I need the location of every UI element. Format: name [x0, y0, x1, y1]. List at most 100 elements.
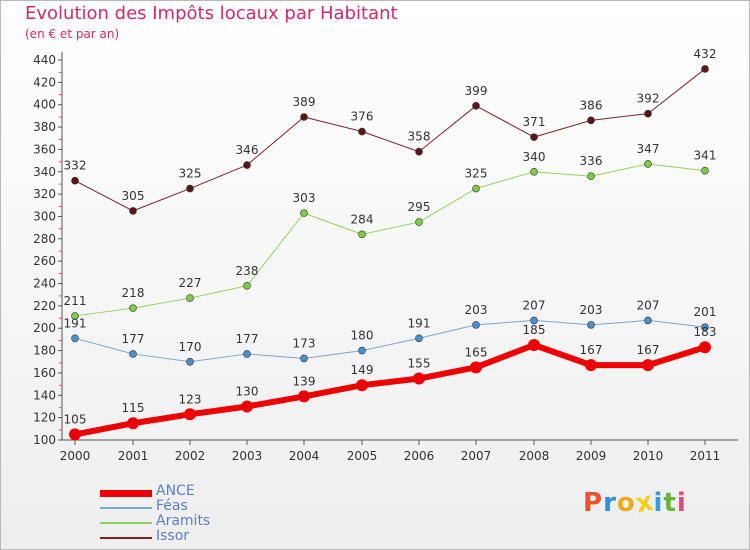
- data-label: 165: [465, 345, 488, 359]
- data-point: [71, 334, 79, 343]
- data-point: [300, 113, 308, 121]
- y-tick-label: 380: [33, 120, 56, 134]
- data-point: [186, 357, 194, 366]
- data-point: [127, 417, 139, 430]
- data-point: [587, 172, 595, 181]
- logo-letter: o: [616, 488, 636, 518]
- data-label: 139: [293, 374, 316, 388]
- chart-title: Evolution des Impôts locaux par Habitant: [25, 3, 398, 24]
- chart-subtitle: (en € et par an): [25, 27, 120, 41]
- data-point: [587, 116, 595, 125]
- x-tick-label: 2011: [690, 449, 721, 463]
- data-label: 227: [179, 276, 202, 290]
- data-point: [644, 109, 652, 118]
- data-label: 358: [408, 130, 431, 144]
- data-point: [300, 354, 308, 363]
- legend-label: ANCE: [156, 483, 195, 499]
- x-tick-label: 2004: [289, 449, 320, 463]
- data-point: [243, 161, 251, 169]
- data-label: 305: [122, 189, 145, 203]
- y-tick-label: 120: [33, 411, 56, 425]
- data-point: [358, 230, 366, 239]
- data-point: [184, 408, 196, 421]
- data-point: [129, 207, 137, 215]
- data-point: [186, 294, 194, 302]
- data-label: 191: [408, 316, 431, 330]
- data-point: [413, 372, 425, 385]
- x-tick-label: 2010: [633, 449, 664, 463]
- x-tick-label: 2003: [232, 449, 263, 463]
- data-label: 371: [523, 115, 546, 129]
- proxiti-logo: Proxiti: [583, 486, 687, 519]
- data-label: 201: [694, 305, 717, 319]
- x-tick-label: 2005: [347, 449, 378, 463]
- data-label: 399: [465, 84, 488, 98]
- data-point: [472, 321, 480, 329]
- data-label: 155: [408, 357, 431, 371]
- data-label: 105: [64, 412, 87, 426]
- data-label: 346: [236, 143, 259, 157]
- y-tick-label: 240: [33, 277, 56, 291]
- data-point: [415, 218, 423, 226]
- data-label: 340: [523, 150, 546, 164]
- data-label: 218: [122, 286, 145, 300]
- data-label: 203: [580, 303, 603, 317]
- series-line: [74, 319, 706, 363]
- data-point: [472, 184, 480, 193]
- series-ance: 105 115 123 130 139 149 155 165 185 167 167 183: [64, 323, 717, 441]
- data-point: [71, 312, 79, 320]
- data-point: [530, 167, 538, 176]
- data-point: [587, 321, 595, 329]
- y-tick-label: 100: [33, 433, 56, 447]
- data-label: 123: [179, 392, 202, 406]
- series-line: [74, 163, 706, 317]
- data-label: 167: [580, 343, 603, 357]
- y-tick-label: 140: [33, 388, 56, 402]
- y-tick-label: 400: [33, 98, 56, 112]
- data-label: 341: [694, 149, 717, 163]
- axes: 100 120 140 160 180 200 220 240 260 280 300 320 340 3…: [33, 52, 738, 463]
- y-tick-label: 360: [33, 142, 56, 156]
- logo-letter: t: [663, 488, 677, 518]
- data-label: 211: [64, 294, 87, 308]
- data-label: 183: [694, 325, 717, 339]
- data-point: [298, 390, 310, 403]
- data-label: 284: [351, 212, 374, 226]
- legend-swatch: [100, 489, 152, 497]
- data-point: [472, 102, 480, 110]
- y-tick-label: 160: [33, 366, 56, 380]
- data-point: [243, 281, 251, 290]
- data-label: 191: [64, 316, 87, 330]
- y-tick-label: 220: [33, 299, 56, 313]
- data-point: [129, 350, 137, 358]
- data-label: 185: [523, 323, 546, 337]
- series-line: [74, 68, 706, 212]
- data-point: [701, 166, 709, 175]
- x-tick-label: 2002: [175, 449, 206, 463]
- data-label: 325: [465, 167, 488, 181]
- data-label: 389: [293, 95, 316, 109]
- logo-letter: r: [603, 488, 617, 518]
- data-label: 295: [408, 200, 431, 214]
- y-tick-label: 300: [33, 209, 56, 223]
- data-point: [415, 147, 423, 156]
- data-point: [530, 133, 538, 141]
- data-point: [642, 359, 654, 372]
- data-label: 336: [580, 154, 603, 168]
- logo-letter: i: [676, 488, 687, 518]
- data-label: 386: [580, 98, 603, 112]
- y-tick-label: 420: [33, 75, 56, 89]
- data-point: [701, 323, 709, 331]
- legend-swatch: [100, 522, 152, 524]
- data-label: 238: [236, 264, 259, 278]
- data-label: 392: [637, 92, 660, 106]
- data-point: [358, 127, 366, 136]
- data-point: [356, 379, 368, 392]
- y-tick-label: 440: [33, 53, 56, 67]
- y-tick-label: 340: [33, 165, 56, 179]
- y-tick-label: 180: [33, 344, 56, 358]
- x-tick-label: 2000: [60, 449, 91, 463]
